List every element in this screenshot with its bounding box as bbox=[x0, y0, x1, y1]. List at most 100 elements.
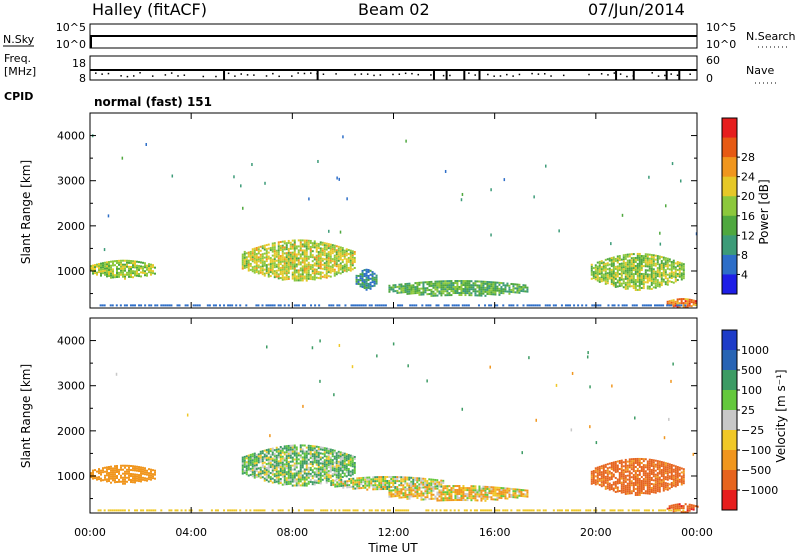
vel-cell bbox=[319, 480, 322, 483]
vel-cell bbox=[622, 483, 625, 486]
vel-cell bbox=[251, 475, 254, 478]
vel-cell bbox=[634, 471, 637, 474]
vel-cell bbox=[412, 478, 415, 481]
vel-cell bbox=[132, 469, 134, 472]
power-cell bbox=[408, 288, 411, 291]
vel-cell bbox=[457, 509, 460, 512]
power-cell bbox=[492, 281, 495, 284]
vel-cell bbox=[632, 460, 635, 463]
power-cell bbox=[406, 290, 409, 293]
power-cell bbox=[630, 261, 633, 264]
power-speckle bbox=[545, 164, 547, 168]
vel-cell bbox=[245, 461, 248, 464]
vel-cell bbox=[420, 483, 423, 486]
vel-cell bbox=[289, 452, 292, 455]
vel-cell bbox=[400, 496, 403, 499]
nave-dot bbox=[316, 72, 318, 75]
power-cell bbox=[602, 275, 605, 278]
power-cell bbox=[455, 304, 458, 307]
vel-cell bbox=[658, 509, 661, 512]
vel-cell bbox=[516, 494, 519, 497]
power-cell bbox=[602, 269, 605, 272]
vel-cell bbox=[315, 461, 318, 464]
vel-cell bbox=[656, 476, 659, 479]
vel-cell bbox=[350, 481, 353, 484]
vel-cell bbox=[353, 471, 356, 474]
vel-cell bbox=[438, 489, 441, 492]
power-cell bbox=[267, 255, 270, 258]
power-cell bbox=[305, 275, 308, 278]
power-cell bbox=[271, 242, 274, 245]
vel-cell bbox=[590, 474, 593, 477]
vel-cell bbox=[283, 457, 286, 460]
vel-cell bbox=[243, 455, 246, 458]
vel-cell bbox=[646, 474, 649, 477]
power-cell bbox=[355, 282, 358, 285]
power-cell bbox=[622, 268, 625, 271]
vel-cell bbox=[297, 454, 300, 457]
power-cell bbox=[478, 286, 481, 289]
power-cell bbox=[606, 272, 609, 275]
date-title: 07/Jun/2014 bbox=[588, 0, 685, 19]
vel-cell bbox=[325, 465, 328, 468]
vel-cell bbox=[307, 462, 310, 465]
power-cell bbox=[104, 267, 106, 270]
power-cell bbox=[590, 267, 593, 270]
nave-dot bbox=[417, 73, 420, 76]
vel-cell bbox=[636, 463, 639, 466]
power-cell bbox=[212, 304, 215, 307]
vel-cell bbox=[307, 458, 310, 461]
vel-cell bbox=[646, 482, 649, 485]
power-cell bbox=[333, 274, 336, 277]
vel-cell bbox=[524, 489, 527, 492]
vel-cell bbox=[462, 495, 465, 498]
vel-cell bbox=[110, 473, 112, 476]
power-cell bbox=[614, 273, 617, 276]
vel-cell bbox=[612, 475, 615, 478]
vel-cell bbox=[670, 471, 673, 474]
power-cell bbox=[124, 277, 126, 280]
colorbar-tick-label: 16 bbox=[741, 210, 755, 223]
vel-cell bbox=[392, 484, 395, 487]
vel-cell bbox=[442, 489, 445, 492]
power-cell bbox=[295, 263, 298, 266]
power-cell bbox=[676, 275, 679, 278]
vel-cell bbox=[420, 496, 423, 499]
vel-cell bbox=[518, 509, 521, 512]
vel-cell bbox=[666, 507, 669, 510]
power-cell bbox=[120, 265, 122, 268]
power-cell bbox=[397, 304, 400, 307]
vel-cell bbox=[480, 497, 483, 500]
vel-cell bbox=[610, 462, 613, 465]
power-cell bbox=[642, 257, 645, 260]
power-cell bbox=[265, 304, 268, 307]
power-cell bbox=[668, 300, 671, 303]
nave-dot bbox=[240, 73, 242, 75]
power-cell bbox=[309, 277, 312, 280]
vel-cell bbox=[602, 474, 605, 477]
vel-cell bbox=[283, 451, 286, 454]
power-cell bbox=[608, 271, 611, 274]
vel-cell bbox=[422, 477, 425, 480]
power-cell bbox=[293, 251, 296, 254]
vel-cell bbox=[319, 470, 322, 473]
vel-cell bbox=[299, 450, 302, 453]
power-cell bbox=[502, 304, 505, 307]
power-cell bbox=[291, 255, 294, 258]
nave-dot bbox=[404, 72, 407, 75]
power-cell bbox=[670, 301, 673, 304]
vel-cell bbox=[616, 486, 619, 489]
power-cell bbox=[484, 280, 487, 283]
power-cell bbox=[452, 286, 455, 289]
power-cell bbox=[144, 262, 146, 265]
power-cell bbox=[660, 266, 663, 269]
power-cell bbox=[626, 255, 629, 258]
vel-cell bbox=[319, 458, 322, 461]
power-cell bbox=[319, 259, 322, 262]
vel-cell bbox=[323, 463, 326, 466]
vel-cell bbox=[305, 468, 308, 471]
power-cell bbox=[614, 281, 617, 284]
nave-dot bbox=[164, 74, 167, 76]
vel-cell bbox=[327, 458, 330, 461]
vel-cell bbox=[269, 476, 272, 479]
